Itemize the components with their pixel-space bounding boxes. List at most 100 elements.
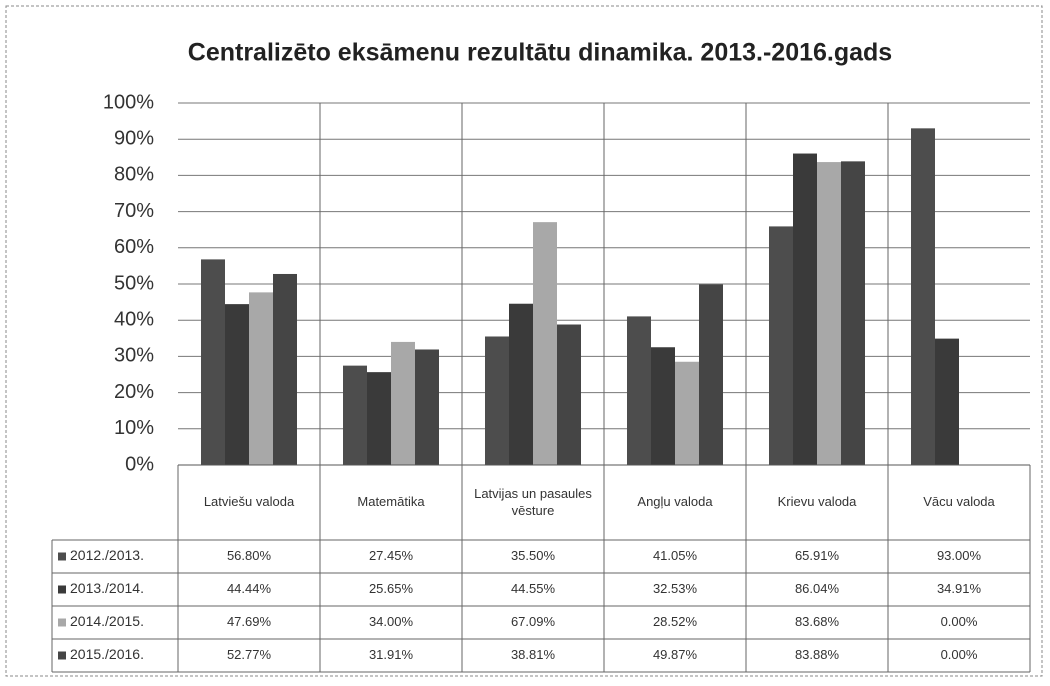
legend-swatch [58, 552, 66, 561]
x-tick-label-box: Matemātika [357, 494, 425, 510]
x-tick-label: Vācu valoda [923, 494, 995, 510]
data-label: 44.55% [510, 581, 556, 597]
data-label: 49.87% [652, 647, 698, 663]
data-label-box: 65.91% [794, 548, 840, 564]
x-tick-label-box: Angļu valoda [637, 494, 713, 510]
data-label: 83.88% [794, 647, 840, 663]
data-label: 27.45% [368, 548, 414, 564]
legend-swatch [58, 651, 66, 660]
bar [935, 338, 959, 465]
x-tick-label: Matemātika [357, 494, 425, 510]
bar [533, 222, 557, 465]
y-tick-label: 70% [114, 200, 154, 222]
frame [5, 5, 1043, 677]
bar [557, 324, 581, 465]
data-label-box: 52.77% [226, 647, 272, 663]
y-tick-label: 80% [114, 164, 154, 186]
data-label: 34.00% [368, 614, 414, 630]
data-label: 65.91% [794, 548, 840, 564]
bar [343, 365, 367, 465]
data-label-box: 0.00% [940, 614, 978, 630]
data-label-box: 25.65% [368, 581, 414, 597]
legend-label: 2012./2013. [70, 547, 144, 563]
bar [249, 292, 273, 465]
data-label-box: 38.81% [510, 647, 556, 663]
data-label-box: 31.91% [368, 647, 414, 663]
x-tick-label-box: Latvijas un pasaules vēsture [474, 485, 592, 518]
data-label-box: 34.91% [936, 581, 982, 597]
data-label: 47.69% [226, 614, 272, 630]
data-label: 67.09% [510, 614, 556, 630]
data-label: 56.80% [226, 548, 272, 564]
legend-swatch [58, 618, 66, 627]
data-label-box: 86.04% [794, 581, 840, 597]
bar [367, 372, 391, 465]
data-label: 83.68% [794, 614, 840, 630]
data-label: 41.05% [652, 548, 698, 564]
legend-label: 2014./2015. [70, 613, 144, 629]
chart-title: Centralizēto eksāmenu rezultātu dinamika… [188, 39, 892, 67]
bar [699, 284, 723, 465]
data-label: 31.91% [368, 647, 414, 663]
data-label-box: 83.88% [794, 647, 840, 663]
bar [793, 153, 817, 465]
data-label-box: 41.05% [652, 548, 698, 564]
y-tick-label: 40% [114, 308, 154, 330]
bar [391, 341, 415, 465]
legend-swatch [58, 585, 66, 594]
legend-label: 2015./2016. [70, 646, 144, 662]
data-label-box: 44.44% [226, 581, 272, 597]
data-label: 0.00% [940, 647, 978, 663]
data-label: 44.44% [226, 581, 272, 597]
bar [769, 226, 793, 465]
bar [273, 273, 297, 465]
bar [651, 347, 675, 465]
data-label-box: 28.52% [652, 614, 698, 630]
data-label: 35.50% [510, 548, 556, 564]
x-tick-label-box: Krievu valoda [777, 494, 857, 510]
data-label-box: 47.69% [226, 614, 272, 630]
bar [509, 303, 533, 465]
y-tick-label: 100% [103, 91, 154, 113]
y-tick-label: 90% [114, 127, 154, 149]
data-label: 32.53% [652, 581, 698, 597]
bar [225, 304, 249, 465]
data-label-box: 0.00% [940, 647, 978, 663]
y-tick-label: 60% [114, 236, 154, 258]
bar [817, 162, 841, 465]
data-label: 93.00% [936, 548, 982, 564]
data-label-box: 44.55% [510, 581, 556, 597]
data-label-box: 83.68% [794, 614, 840, 630]
x-tick-label: Latvijas un pasaules vēsture [474, 485, 592, 518]
y-tick-label: 0% [125, 453, 154, 475]
data-label-box: 49.87% [652, 647, 698, 663]
x-tick-label-box: Vācu valoda [923, 494, 995, 510]
y-tick-label: 50% [114, 272, 154, 294]
data-label: 52.77% [226, 647, 272, 663]
data-label: 0.00% [940, 614, 978, 630]
bar [415, 349, 439, 465]
data-label: 86.04% [794, 581, 840, 597]
data-label-box: 93.00% [936, 548, 982, 564]
bar [675, 361, 699, 465]
x-tick-label: Krievu valoda [777, 494, 857, 510]
y-tick-label: 20% [114, 381, 154, 403]
data-label-box: 34.00% [368, 614, 414, 630]
x-tick-label: Angļu valoda [637, 494, 713, 510]
bar [911, 128, 935, 465]
data-label: 38.81% [510, 647, 556, 663]
data-label: 34.91% [936, 581, 982, 597]
data-label-box: 56.80% [226, 548, 272, 564]
data-label-box: 27.45% [368, 548, 414, 564]
data-label: 28.52% [652, 614, 698, 630]
data-label-box: 67.09% [510, 614, 556, 630]
data-label-box: 32.53% [652, 581, 698, 597]
x-tick-label-box: Latviešu valoda [204, 494, 294, 509]
y-tick-label: 30% [114, 345, 154, 367]
y-tick-label: 10% [114, 417, 154, 439]
legend-label: 2013./2014. [70, 580, 144, 596]
bar [485, 336, 509, 465]
bar [627, 316, 651, 465]
data-label: 25.65% [368, 581, 414, 597]
